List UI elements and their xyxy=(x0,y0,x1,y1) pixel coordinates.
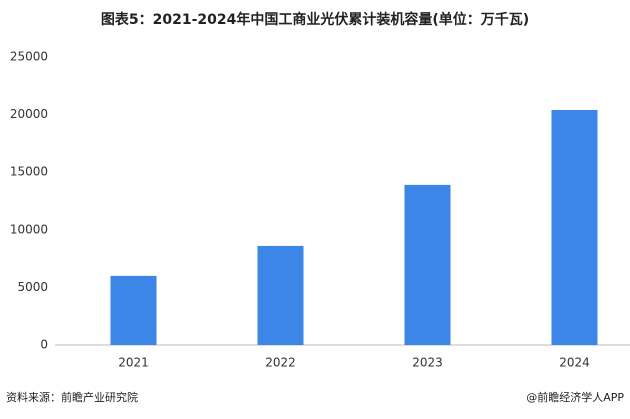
y-tick-label: 20000 xyxy=(10,107,48,121)
bar xyxy=(404,184,451,345)
source-note: 资料来源：前瞻产业研究院 xyxy=(6,390,138,404)
y-tick-label: 25000 xyxy=(10,50,48,64)
bar xyxy=(110,275,157,345)
credit-note: @前瞻经济学人APP xyxy=(526,390,624,404)
bar xyxy=(257,245,304,345)
y-tick-label: 5000 xyxy=(17,280,48,294)
chart-title: 图表5：2021-2024年中国工商业光伏累计装机容量(单位：万千瓦) xyxy=(101,11,529,28)
x-tick-label: 2022 xyxy=(265,356,296,370)
y-tick-label: 0 xyxy=(40,338,48,352)
x-tick-label: 2024 xyxy=(559,356,590,370)
y-tick-label: 15000 xyxy=(10,165,48,179)
y-tick-label: 10000 xyxy=(10,222,48,236)
bar xyxy=(551,109,598,345)
x-tick-label: 2021 xyxy=(118,356,149,370)
x-tick-label: 2023 xyxy=(412,356,443,370)
